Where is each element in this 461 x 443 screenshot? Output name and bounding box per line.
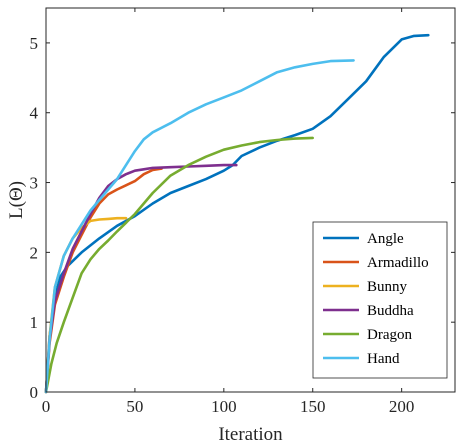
y-tick-label: 4	[30, 104, 39, 123]
series-line-bunny	[44, 216, 128, 394]
plot-frame	[45, 7, 456, 393]
legend-label-dragon: Dragon	[367, 327, 412, 343]
legend-label-buddha: Buddha	[367, 303, 414, 319]
x-tick-label: 50	[126, 397, 143, 416]
y-tick-label: 1	[30, 313, 39, 332]
x-tick-label: 150	[300, 397, 326, 416]
series-line-hand	[44, 59, 355, 394]
y-axis-label: L(Θ)	[6, 181, 27, 219]
legend-label-hand: Hand	[367, 351, 400, 367]
x-tick-label: 0	[42, 397, 51, 416]
y-tick-label: 2	[30, 243, 39, 262]
series-line-dragon	[44, 136, 314, 394]
y-tick-label: 5	[30, 34, 39, 53]
x-tick-label: 200	[389, 397, 415, 416]
y-tick-label: 0	[30, 383, 39, 402]
legend-label-armadillo: Armadillo	[367, 255, 429, 271]
y-axis-ticks: 0 1 2 3 4 5	[30, 34, 455, 402]
plot-lines	[44, 33, 430, 394]
legend-label-bunny: Bunny	[367, 279, 408, 295]
legend-label-angle: Angle	[367, 231, 404, 247]
y-tick-label: 3	[30, 174, 39, 193]
x-axis-label: Iteration	[218, 424, 283, 443]
series-line-angle	[44, 33, 430, 394]
x-tick-label: 100	[211, 397, 237, 416]
legend-box	[312, 221, 448, 379]
x-axis-ticks: 0 50 100 150 200	[42, 8, 415, 416]
series-line-buddha	[44, 163, 238, 394]
legend: Angle Armadillo Bunny Buddha Dragon Hand	[312, 221, 448, 379]
